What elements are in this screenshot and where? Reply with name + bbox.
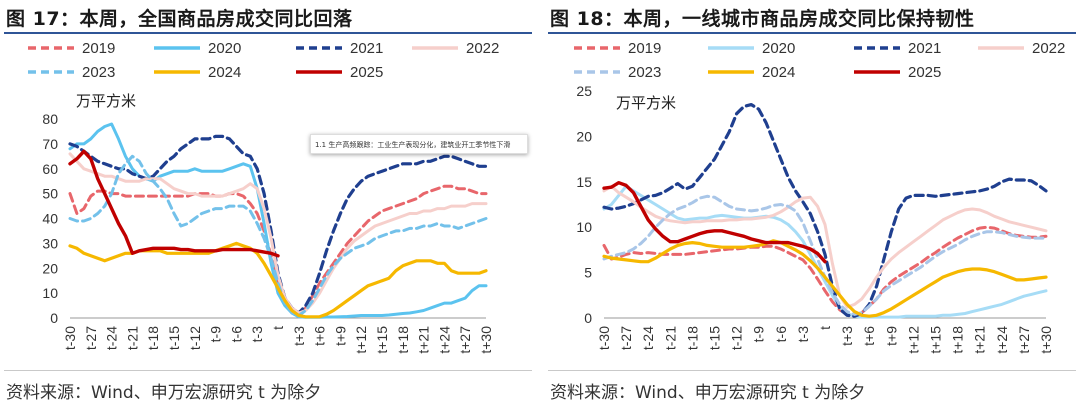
x-tick-label: t+18 — [395, 326, 411, 354]
legend-label-2020: 2020 — [762, 40, 795, 57]
title-rule-left — [4, 32, 532, 34]
y-tick-label: 0 — [50, 310, 58, 326]
x-tick-label: t+30 — [478, 326, 494, 354]
series-line-2024 — [602, 239, 1048, 318]
x-tick-label: t-15 — [166, 326, 182, 350]
y-tick-label: 5 — [584, 265, 592, 281]
legend-label-2019: 2019 — [82, 40, 115, 57]
series-line-2019 — [68, 184, 488, 315]
x-tick-label: t+15 — [374, 326, 390, 354]
x-tick-label: t-24 — [104, 326, 120, 350]
series-line-2023 — [68, 154, 488, 317]
y-tick-label: 20 — [576, 128, 592, 144]
x-tick-label: t-9 — [208, 326, 224, 343]
y-tick-label: 0 — [584, 310, 592, 326]
x-tick-label: t+24 — [994, 326, 1010, 354]
chart-title-right: 图 18：本周，一线城市商品房成交同比保持韧性 — [550, 8, 975, 30]
x-tick-label: t-3 — [249, 326, 265, 343]
legend-label-2025: 2025 — [908, 64, 941, 81]
x-tick-label: t-12 — [187, 326, 203, 350]
y-tick-label: 60 — [42, 161, 58, 177]
series-line-2025 — [602, 180, 827, 264]
legend-label-2025: 2025 — [350, 64, 383, 81]
y-tick-label: 15 — [576, 174, 592, 190]
legend-label-2019: 2019 — [628, 40, 661, 57]
legend-label-2020: 2020 — [208, 40, 241, 57]
x-tick-label: t-27 — [83, 326, 99, 350]
x-tick-label: t-21 — [662, 326, 678, 350]
x-tick-label: t+12 — [353, 326, 369, 354]
x-tick-label: t+6 — [861, 326, 877, 346]
series-line-2021 — [602, 102, 1048, 318]
y-tick-label: 30 — [42, 235, 58, 251]
title-rule-right — [548, 32, 1076, 34]
y-tick-label: 10 — [576, 219, 592, 235]
x-tick-label: t+6 — [312, 326, 328, 346]
chart-title-left: 图 17：本周，全国商品房成交同比回落 — [6, 8, 353, 30]
y-tick-label: 80 — [42, 111, 58, 127]
x-tick-label: t-24 — [640, 326, 656, 350]
hover-tooltip: 1.1 生产高频跟踪：工业生产表现分化，建筑业开工季节性下滑 — [310, 134, 528, 154]
line-chart-national: 2019 2020 2021 2022 2023 2024 2025 万平方米 0 10 20 30 4… — [28, 40, 499, 354]
y-tick-label: 50 — [42, 186, 58, 202]
y-tick-label: 70 — [42, 136, 58, 152]
x-tick-label: t — [817, 326, 833, 330]
legend-label-2024: 2024 — [762, 64, 795, 81]
x-tick-label: t+9 — [883, 326, 899, 346]
x-tick-label: t-30 — [596, 326, 612, 350]
unit-label: 万平方米 — [616, 94, 676, 112]
chart-panel-left: 图 17：本周，全国商品房成交同比回落 2019 2020 2021 2022 2023… — [0, 0, 536, 403]
x-tick-label: t-15 — [707, 326, 723, 350]
x-tick-label: t-30 — [62, 326, 78, 350]
x-tick-label: t-21 — [124, 326, 140, 350]
legend-label-2023: 2023 — [82, 64, 115, 81]
legend-label-2023: 2023 — [628, 64, 661, 81]
x-tick-label: t+12 — [905, 326, 921, 354]
x-tick-label: t+18 — [950, 326, 966, 354]
series-line-2020 — [602, 184, 1048, 319]
legend-label-2021: 2021 — [350, 40, 383, 57]
x-tick-label: t-27 — [618, 326, 634, 350]
series-line-2022 — [68, 152, 488, 315]
x-tick-label: t-9 — [751, 326, 767, 343]
x-tick-label: t-6 — [773, 326, 789, 343]
x-tick-label: t+9 — [332, 326, 348, 346]
source-note-right: 资料来源：Wind、申万宏源研究 t 为除夕 — [550, 383, 866, 403]
footer-rule-left — [4, 370, 532, 371]
y-tick-label: 25 — [576, 83, 592, 99]
x-tick-label: t+24 — [436, 326, 452, 354]
x-tick-label: t-12 — [729, 326, 745, 350]
legend-label-2022: 2022 — [1032, 40, 1065, 57]
x-tick-label: t+3 — [839, 326, 855, 346]
x-tick-label: t+15 — [928, 326, 944, 354]
source-note-left: 资料来源：Wind、申万宏源研究 t 为除夕 — [6, 383, 322, 403]
x-tick-label: t+27 — [457, 326, 473, 354]
y-tick-label: 20 — [42, 260, 58, 276]
legend-label-2024: 2024 — [208, 64, 241, 81]
legend-label-2022: 2022 — [466, 40, 499, 57]
x-tick-label: t+21 — [416, 326, 432, 354]
y-tick-label: 40 — [42, 211, 58, 227]
unit-label: 万平方米 — [76, 92, 136, 110]
x-tick-label: t+21 — [972, 326, 988, 354]
x-tick-label: t — [270, 326, 286, 330]
series-line-2019 — [602, 225, 1048, 317]
x-tick-label: t+30 — [1038, 326, 1054, 354]
series-line-2025 — [68, 149, 280, 258]
x-tick-label: t-3 — [795, 326, 811, 343]
x-tick-label: t-6 — [228, 326, 244, 343]
series-line-2022 — [602, 184, 1048, 309]
y-tick-label: 10 — [42, 285, 58, 301]
chart-panel-right: 图 18：本周，一线城市商品房成交同比保持韧性 2019 2020 2021 2022… — [544, 0, 1080, 403]
footer-rule-right — [548, 370, 1076, 371]
x-tick-label: t+3 — [291, 326, 307, 346]
x-tick-label: t+27 — [1016, 326, 1032, 354]
legend-label-2021: 2021 — [908, 40, 941, 57]
x-tick-label: t-18 — [684, 326, 700, 350]
x-tick-label: t-18 — [145, 326, 161, 350]
